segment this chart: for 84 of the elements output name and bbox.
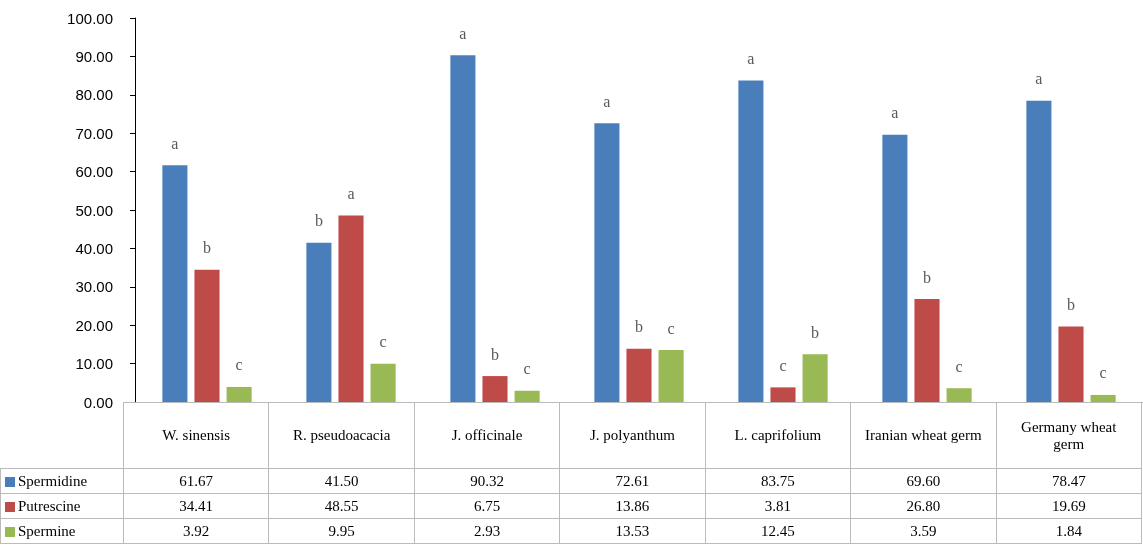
annotation: b xyxy=(203,239,211,257)
legend-label: Spermidine xyxy=(0,468,124,494)
y-tick-label: 50.00 xyxy=(75,201,113,219)
data-label: 3.92 xyxy=(123,518,269,544)
data-label: 83.75 xyxy=(705,468,851,494)
data-label: 78.47 xyxy=(996,468,1142,494)
bar xyxy=(626,348,652,402)
data-label: 72.61 xyxy=(559,468,706,494)
data-label: 69.60 xyxy=(850,468,997,494)
y-tick-label: 10.00 xyxy=(75,355,113,373)
annotation: a xyxy=(603,92,611,110)
annotation: a xyxy=(1035,70,1043,88)
y-tick-label: 0.00 xyxy=(83,393,113,411)
x-tick-label: J. officinale xyxy=(414,402,560,469)
bar xyxy=(658,350,684,402)
annotation: c xyxy=(379,333,387,351)
bar xyxy=(1058,326,1084,402)
bar xyxy=(306,242,332,402)
data-label: 3.59 xyxy=(850,518,997,544)
data-label: 9.95 xyxy=(268,518,415,544)
bar xyxy=(162,165,188,402)
annotation: a xyxy=(459,24,467,42)
data-label: 12.45 xyxy=(705,518,851,544)
data-label: 3.81 xyxy=(705,493,851,519)
bar xyxy=(914,299,940,402)
bar xyxy=(370,363,396,402)
y-tick-label: 90.00 xyxy=(75,47,113,65)
y-tick-label: 70.00 xyxy=(75,124,113,142)
annotation: a xyxy=(747,49,755,67)
annotation: b xyxy=(491,345,499,363)
annotation: b xyxy=(635,318,643,336)
annotation: c xyxy=(1099,364,1107,382)
y-tick-label: 40.00 xyxy=(75,239,113,257)
data-label: 1.84 xyxy=(996,518,1142,544)
data-label: 61.67 xyxy=(123,468,269,494)
y-tick-label: 20.00 xyxy=(75,316,113,334)
annotation: b xyxy=(811,323,820,341)
y-tick-label: 100.00 xyxy=(67,9,113,27)
bar xyxy=(738,80,764,402)
x-tick-label: R. pseudoacacia xyxy=(268,402,415,469)
data-label: 13.53 xyxy=(559,518,706,544)
x-tick-label: W. sinensis xyxy=(123,402,269,469)
annotation: a xyxy=(347,185,355,203)
annotation: c xyxy=(955,357,963,375)
bar xyxy=(1090,394,1116,402)
data-label: 41.50 xyxy=(268,468,415,494)
legend-label: Putrescine xyxy=(0,493,124,519)
annotation: c xyxy=(667,319,675,337)
data-label: 26.80 xyxy=(850,493,997,519)
x-tick-label: L. caprifolium xyxy=(705,402,851,469)
annotation: c xyxy=(523,360,531,378)
bar xyxy=(514,390,540,402)
data-label: 90.32 xyxy=(414,468,560,494)
y-tick-label: 60.00 xyxy=(75,163,113,181)
x-tick-label: J. polyanthum xyxy=(559,402,706,469)
data-label: 34.41 xyxy=(123,493,269,519)
bar xyxy=(1026,100,1052,402)
bar xyxy=(770,387,796,402)
annotation: b xyxy=(314,212,323,230)
annotation: c xyxy=(779,356,787,374)
x-tick-label: Germany wheat germ xyxy=(996,402,1142,469)
bar xyxy=(194,269,220,402)
annotation: b xyxy=(1067,295,1075,313)
data-label: 6.75 xyxy=(414,493,560,519)
data-label: 48.55 xyxy=(268,493,415,519)
data-label: 13.86 xyxy=(559,493,706,519)
bar xyxy=(226,386,252,402)
bar xyxy=(594,123,620,402)
legend-label: Spermine xyxy=(0,518,124,544)
bar xyxy=(482,376,508,402)
bar xyxy=(338,215,364,402)
bar xyxy=(882,134,908,402)
data-label: 19.69 xyxy=(996,493,1142,519)
bar xyxy=(946,388,972,402)
annotation: b xyxy=(923,268,931,286)
x-tick-label: Iranian wheat germ xyxy=(850,402,997,469)
annotation: a xyxy=(171,134,179,152)
annotation: a xyxy=(891,104,899,122)
bar xyxy=(450,55,476,402)
y-tick-label: 80.00 xyxy=(75,86,113,104)
y-tick-label: 30.00 xyxy=(75,278,113,296)
data-label: 2.93 xyxy=(414,518,560,544)
bar xyxy=(802,354,828,402)
annotation: c xyxy=(235,356,243,374)
